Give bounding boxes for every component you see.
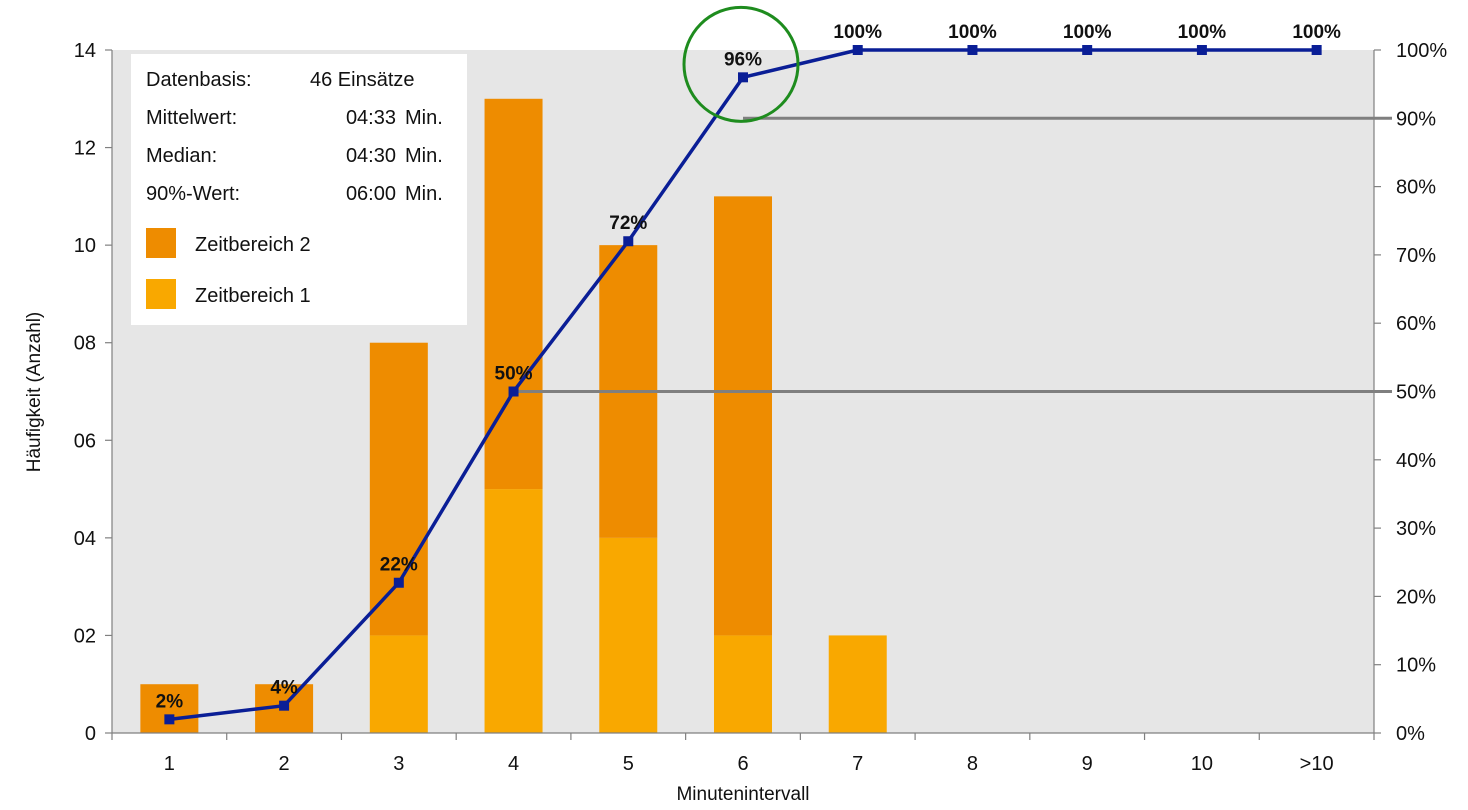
bar-zeitbereich-2-2 — [369, 342, 428, 636]
cumulative-point-7 — [967, 45, 978, 55]
y-tick-label-1: 02 — [74, 625, 96, 647]
legend-stat-value-1: 04:33 — [346, 107, 396, 129]
x-tick-label-6: 7 — [852, 753, 863, 775]
legend-swatch-0 — [146, 228, 176, 258]
x-tick-label-9: 10 — [1191, 753, 1213, 775]
cumulative-point-0 — [164, 714, 175, 725]
legend-stat-label-2: Median: — [146, 145, 217, 167]
y-tick-label-2: 04 — [74, 528, 96, 550]
cumulative-point-4 — [623, 236, 634, 247]
y-tick-label-3: 06 — [74, 430, 96, 452]
bar-zeitbereich-1-3 — [484, 489, 543, 733]
y2-tick-label-8: 80% — [1396, 177, 1436, 199]
cumulative-point-2 — [393, 577, 404, 588]
legend-stat-value-3: 06:00 — [346, 183, 396, 205]
y2-tick-label-3: 30% — [1396, 518, 1436, 540]
cumulative-label-5: 96% — [724, 49, 762, 70]
cumulative-label-6: 100% — [833, 22, 882, 43]
cumulative-point-3 — [508, 386, 519, 397]
cumulative-label-4: 72% — [609, 213, 647, 234]
y-tick-label-0: 0 — [85, 723, 96, 745]
y2-tick-label-1: 10% — [1396, 655, 1436, 677]
bar-zeitbereich-2-0 — [140, 684, 199, 733]
x-tick-label-8: 9 — [1082, 753, 1093, 775]
x-tick-label-4: 5 — [623, 753, 634, 775]
legend-stat-value-0: 46 Einsätze — [310, 69, 415, 91]
legend: Datenbasis: 46 Einsätze Mittelwert: 04:33 Mi… — [131, 54, 467, 325]
x-tick-label-0: 1 — [164, 753, 175, 775]
cumulative-point-5 — [738, 72, 748, 83]
legend-series-label-0: Zeitbereich 2 — [195, 234, 311, 256]
y2-tick-label-9: 90% — [1396, 108, 1436, 130]
x-tick-label-3: 4 — [508, 753, 519, 775]
cumulative-label-0: 2% — [156, 691, 184, 712]
cumulative-point-6 — [852, 45, 863, 55]
y-tick-label-5: 10 — [74, 235, 96, 257]
legend-swatch-1 — [146, 279, 176, 309]
y2-tick-label-4: 40% — [1396, 450, 1436, 472]
bar-zeitbereich-1-4 — [599, 537, 658, 733]
x-tick-label-7: 8 — [967, 753, 978, 775]
legend-box — [131, 54, 467, 325]
y2-tick-label-0: 0% — [1396, 723, 1425, 745]
y2-tick-label-2: 20% — [1396, 586, 1436, 608]
cumulative-label-2: 22% — [380, 555, 418, 576]
legend-stat-value-2: 04:30 — [346, 145, 396, 167]
y-axis-title: Häufigkeit (Anzahl) — [24, 312, 45, 473]
cumulative-point-8 — [1082, 45, 1093, 55]
cumulative-label-1: 4% — [270, 678, 298, 699]
bar-zeitbereich-1-2 — [369, 635, 428, 733]
legend-series-label-1: Zeitbereich 1 — [195, 285, 311, 307]
bar-zeitbereich-2-5 — [714, 196, 772, 636]
x-tick-label-1: 2 — [279, 753, 290, 775]
x-tick-label-10: >10 — [1300, 753, 1334, 775]
legend-stat-label-3: 90%-Wert: — [146, 183, 240, 205]
y2-tick-label-7: 70% — [1396, 245, 1436, 267]
x-axis-title: Minutenintervall — [676, 784, 809, 805]
y2-tick-label-10: 100% — [1396, 40, 1447, 62]
legend-stat-label-1: Mittelwert: — [146, 107, 237, 129]
legend-stat-label-0: Datenbasis: — [146, 69, 252, 91]
cumulative-point-9 — [1196, 45, 1207, 55]
x-tick-label-2: 3 — [393, 753, 404, 775]
y2-tick-label-6: 60% — [1396, 313, 1436, 335]
highlight-circle — [682, 5, 800, 123]
bar-zeitbereich-1-6 — [828, 635, 887, 733]
x-tick-label-5: 6 — [737, 753, 748, 775]
bar-zeitbereich-1-5 — [714, 635, 772, 733]
cumulative-label-3: 50% — [495, 364, 533, 385]
cumulative-label-8: 100% — [1063, 22, 1112, 43]
cumulative-label-10: 100% — [1292, 22, 1341, 43]
cumulative-point-1 — [279, 700, 290, 711]
axes: 0020406081012140%10%20%30%40%50%60%70%80… — [74, 40, 1448, 775]
cumulative-label-9: 100% — [1178, 22, 1227, 43]
cumulative-point-10 — [1311, 45, 1322, 55]
y-tick-label-4: 08 — [74, 333, 96, 355]
legend-stat-unit-2: Min. — [405, 145, 443, 167]
y2-tick-label-5: 50% — [1396, 382, 1436, 404]
legend-stat-unit-3: Min. — [405, 183, 443, 205]
bar-zeitbereich-2-3 — [484, 98, 543, 490]
reference-lines — [513, 116, 1392, 393]
cumulative-line: 2% 4% 22% 50% 72% 96% 100% 100% 100% 100% 100% — [156, 5, 1341, 725]
y-tick-label-7: 14 — [74, 40, 96, 62]
y-tick-label-6: 12 — [74, 138, 96, 160]
cumulative-label-7: 100% — [948, 22, 997, 43]
legend-stat-unit-1: Min. — [405, 107, 443, 129]
